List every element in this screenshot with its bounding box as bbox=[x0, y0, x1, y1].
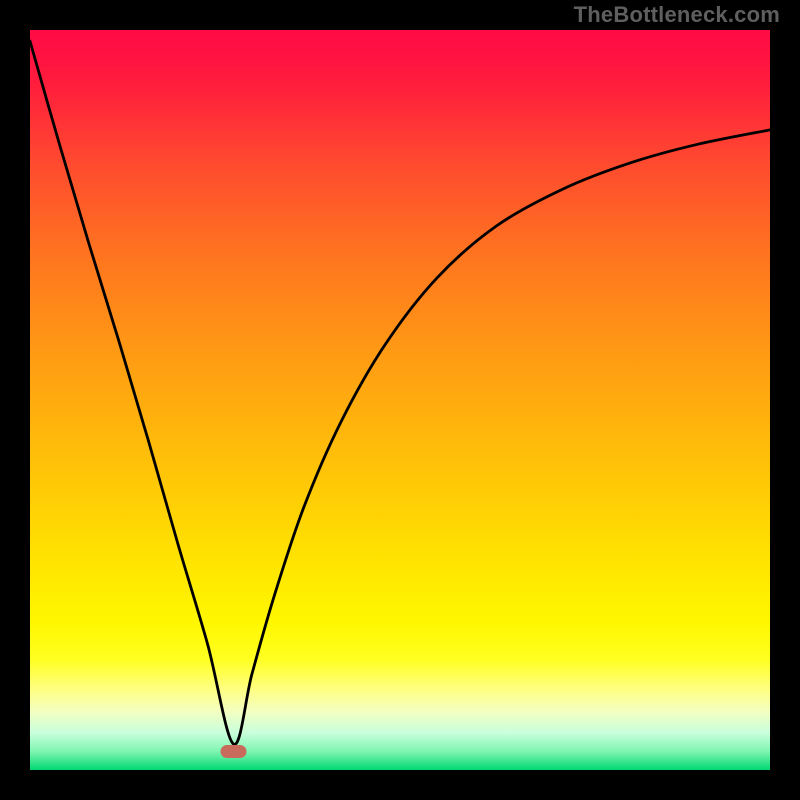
chart-svg bbox=[0, 0, 800, 800]
optimum-marker bbox=[221, 745, 247, 758]
plot-area bbox=[30, 30, 770, 770]
chart-root: TheBottleneck.com bbox=[0, 0, 800, 800]
watermark-text: TheBottleneck.com bbox=[574, 2, 780, 28]
